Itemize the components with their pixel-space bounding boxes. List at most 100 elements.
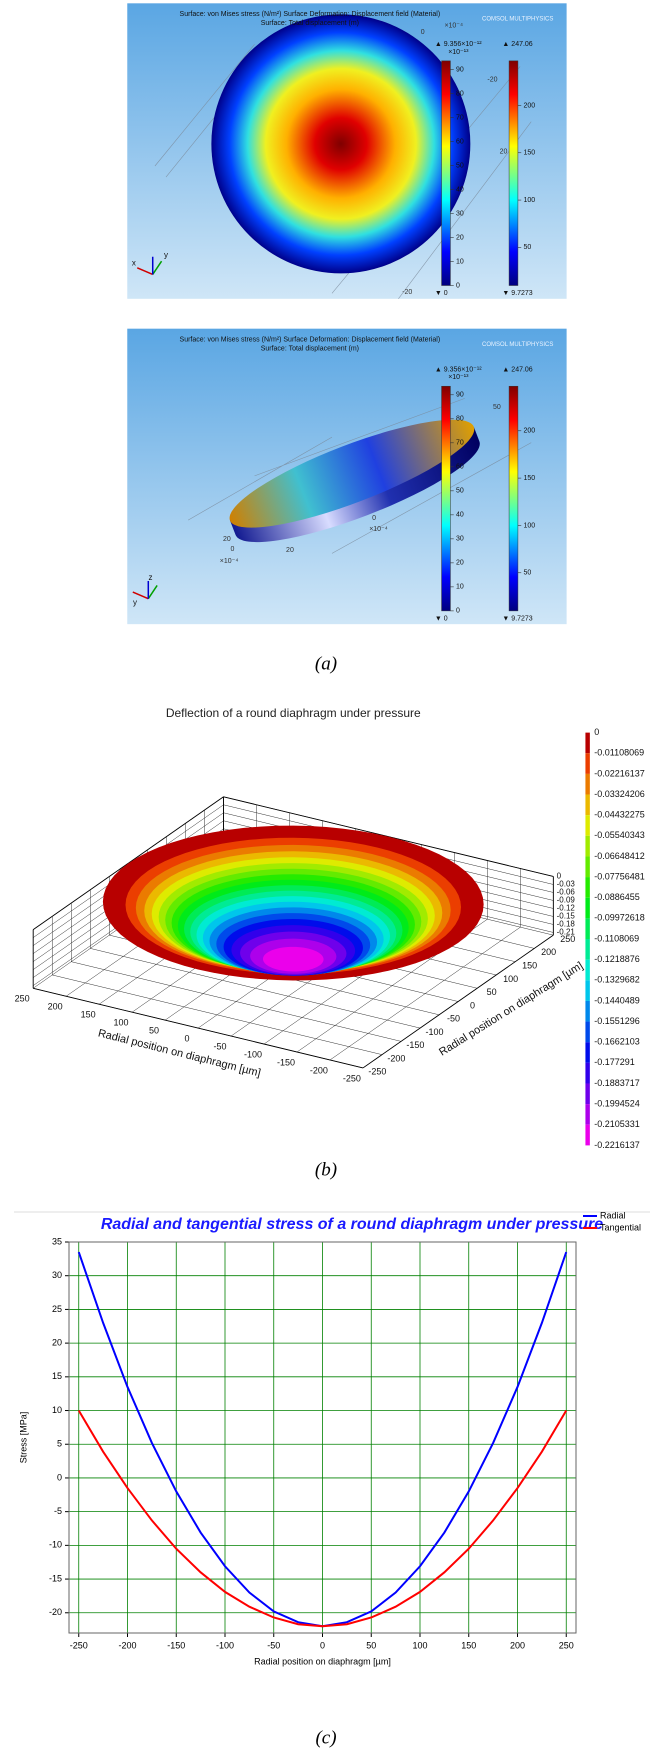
colorbar-tick-label: -0.03324206: [594, 789, 645, 799]
colorbar-tick-label: -0.05540343: [594, 830, 645, 840]
colorbar-min: ▼ 9.7273: [502, 615, 532, 622]
axis-annotation: 50: [493, 404, 501, 411]
colorbar-max: ▲ 247.06: [502, 41, 532, 48]
colorbar-tick-label: 50: [523, 244, 531, 251]
colorbar-tick-label: 50: [523, 570, 531, 577]
y-tick-label: 10: [52, 1405, 62, 1415]
view-header: Surface: Total displacement (m): [261, 20, 359, 27]
colorbar-min: ▼ 0: [435, 290, 448, 297]
x-tick-label: 200: [48, 1002, 63, 1012]
colorbar-tick-label: 10: [456, 258, 464, 265]
x-tick-label: -200: [310, 1065, 328, 1075]
colorbar-segment: [585, 960, 589, 981]
colorbar-tick-label: 20: [456, 234, 464, 241]
x-tick-label: -150: [167, 1640, 185, 1650]
y-tick-label: -5: [54, 1506, 62, 1516]
colorbar-tick-label: 70: [456, 440, 464, 447]
x-tick-label: 100: [412, 1640, 427, 1650]
y-tick-label: 0: [57, 1472, 62, 1482]
colorbar-segment: [585, 898, 589, 919]
colorbar: [442, 386, 451, 611]
colorbar-tick-label: -0.06648412: [594, 851, 645, 861]
colorbar-tick-label: 0: [456, 608, 460, 615]
colorbar-tick-label: 60: [456, 138, 464, 145]
colorbar-segment: [585, 918, 589, 939]
x-tick-label: -250: [70, 1640, 88, 1650]
view-header: Surface: von Mises stress (N/m²) Surface…: [180, 11, 441, 18]
y-tick-label: 30: [52, 1270, 62, 1280]
x-tick-label: -150: [277, 1057, 295, 1067]
colorbar-tick-label: 90: [456, 392, 464, 399]
colorbar-tick-label: -0.2105331: [594, 1119, 640, 1129]
view-header: Surface: Total displacement (m): [261, 345, 359, 352]
colorbar-segment: [585, 836, 589, 857]
colorbar-segment: [585, 1063, 589, 1084]
x-axis-title: Radial position on diaphragm [µm]: [254, 1656, 391, 1666]
x-tick-label: 150: [81, 1010, 96, 1020]
x-tick-label: 50: [149, 1026, 159, 1036]
colorbar-tick-label: 40: [456, 512, 464, 519]
colorbar-segment: [585, 1001, 589, 1022]
colorbar-tick-label: 80: [456, 416, 464, 423]
x-tick-label: -100: [244, 1049, 262, 1059]
colorbar-tick-label: 150: [523, 475, 535, 482]
x-tick-label: -50: [267, 1640, 280, 1650]
colorbar-min: ▼ 0: [435, 615, 448, 622]
axis-annotation: 0: [421, 29, 425, 36]
x-tick-label: -50: [213, 1042, 226, 1052]
y-tick-label: 15: [52, 1371, 62, 1381]
axis-annotation: 20: [286, 547, 294, 554]
colorbar-tick-label: 100: [523, 522, 535, 529]
axis-annotation: 0: [230, 546, 234, 553]
colorbar-tick-label: -0.04432275: [594, 810, 645, 820]
colorbar: [442, 61, 451, 286]
y-tick-label: 200: [541, 947, 556, 957]
colorbar-tick-label: 200: [523, 102, 535, 109]
colorbar-segment: [585, 753, 589, 774]
colorbar-max: ▲ 247.06: [502, 366, 532, 373]
colorbar-tick-label: -0.1108069: [594, 933, 639, 943]
colorbar-segment: [585, 980, 589, 1001]
colorbar-tick-label: 200: [523, 428, 535, 435]
colorbar-segment: [585, 856, 589, 877]
x-tick-label: -200: [118, 1640, 136, 1650]
colorbar-tick-label: 50: [456, 488, 464, 495]
x-tick-label: 100: [114, 1018, 129, 1028]
surface-band: [263, 947, 324, 972]
colorbar-segment: [585, 733, 589, 754]
y-tick-label: 5: [57, 1439, 62, 1449]
colorbar-segment: [585, 815, 589, 836]
axis-annotation: -20: [402, 289, 412, 296]
surface: [211, 14, 470, 273]
colorbar-segment: [585, 939, 589, 960]
caption: (a): [315, 653, 337, 674]
y-tick-label: -15: [49, 1573, 62, 1583]
colorbar-segment: [585, 795, 589, 816]
axis-annotation: ×10⁻⁴: [444, 22, 463, 29]
axis-annotation: 0: [372, 515, 376, 522]
y-tick-label: -150: [406, 1040, 424, 1050]
colorbar-tick-label: -0.1329682: [594, 975, 640, 985]
y-tick-label: 0: [470, 1000, 475, 1010]
y-tick-label: -10: [49, 1540, 62, 1550]
legend-label: Tangential: [600, 1222, 641, 1232]
triad-label: y: [133, 598, 137, 607]
caption: (b): [315, 1159, 337, 1180]
colorbar-tick-label: -0.01108069: [594, 748, 644, 758]
figure: (a) (b) (c) Surface: von Mises stress (N…: [0, 0, 664, 1753]
colorbar-tick-label: -0.177291: [594, 1057, 635, 1067]
colorbar-tick-label: 0: [456, 282, 460, 289]
colorbar-tick-label: -0.09972618: [594, 913, 645, 923]
colorbar-tick-label: 60: [456, 464, 464, 471]
y-tick-label: 100: [503, 974, 518, 984]
y-tick-label: -200: [387, 1053, 405, 1063]
y-tick-label: 150: [522, 960, 537, 970]
x-tick-label: 200: [510, 1640, 525, 1650]
colorbar-tick-label: 30: [456, 536, 464, 543]
colorbar-exponent: ×10⁻¹³: [448, 374, 469, 381]
colorbar-segment: [585, 1022, 589, 1043]
y-tick-label: -250: [368, 1067, 386, 1077]
logo: COMSOL MULTIPHYSICS: [482, 342, 553, 348]
axis-annotation: 20: [223, 536, 231, 543]
x-tick-label: 250: [559, 1640, 574, 1650]
